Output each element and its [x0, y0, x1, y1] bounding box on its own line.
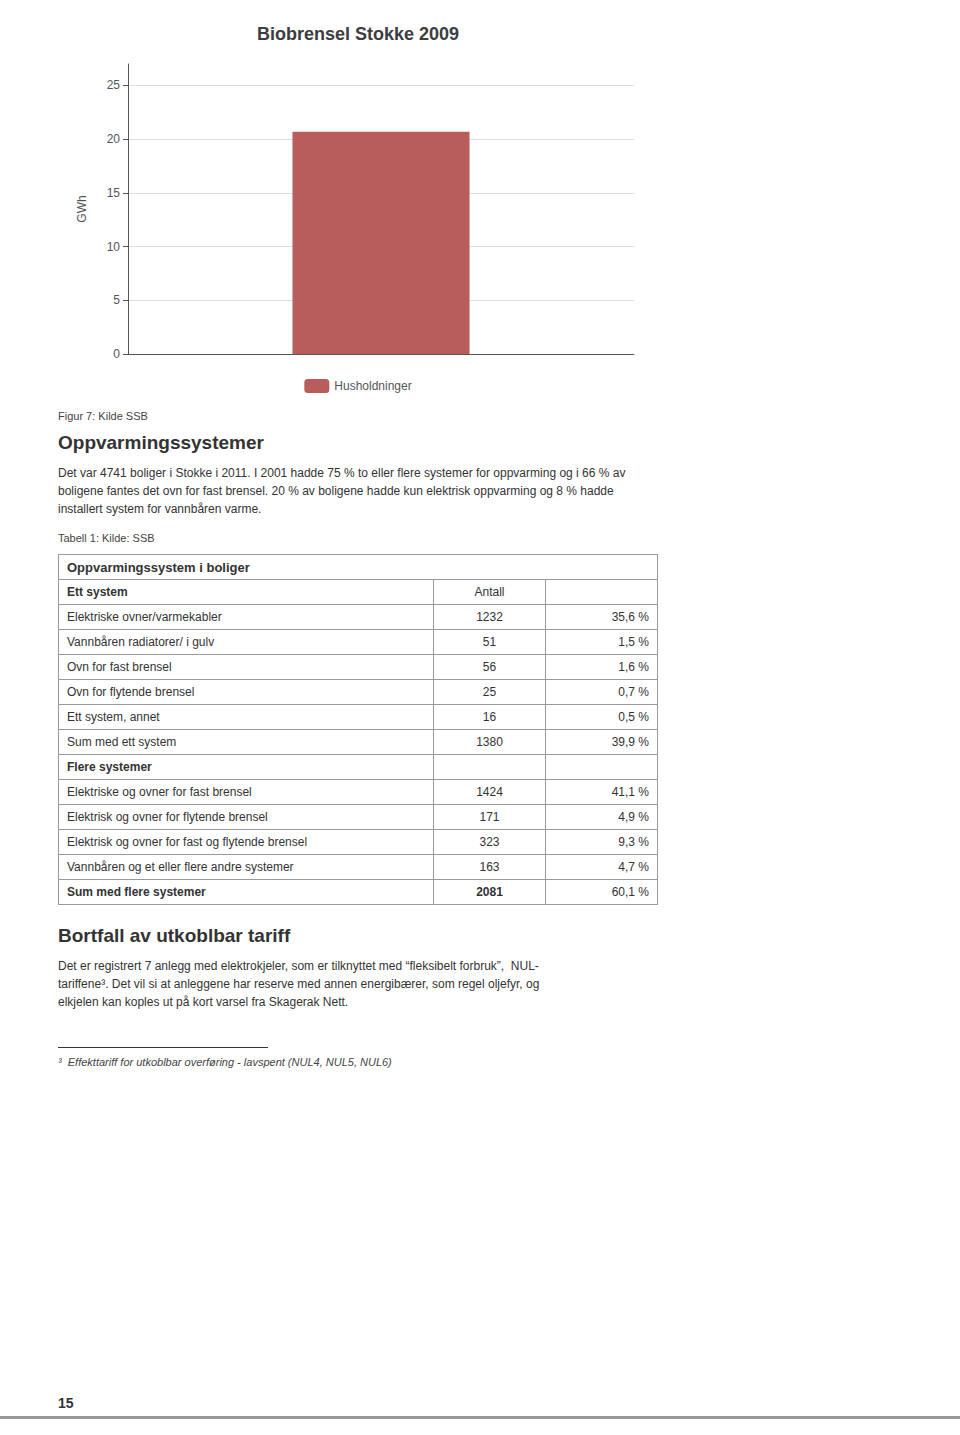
- svg-text:5: 5: [113, 293, 120, 307]
- svg-text:10: 10: [107, 240, 121, 254]
- html-text:Vannbåren radiatorer/ i gulv: Vannbåren radiatorer/ i gulv: [67, 635, 215, 649]
- html-text:boligene fantes det ovn for fa: boligene fantes det ovn for fast brensel…: [58, 484, 614, 498]
- html-text:1,6 %: 1,6 %: [618, 660, 649, 674]
- svg-text:Husholdninger: Husholdninger: [334, 379, 411, 393]
- html-text:Oppvarmingssystem i boliger: Oppvarmingssystem i boliger: [67, 559, 250, 575]
- html-text:Ett system: Ett system: [67, 585, 128, 599]
- html-text:60,1 %: 60,1 %: [611, 885, 649, 899]
- html-text:1232: 1232: [476, 610, 503, 624]
- html-text:4,7 %: 4,7 %: [618, 860, 649, 874]
- html-text:1424: 1424: [476, 785, 503, 799]
- html-text:Vannbåren og et eller flere an: Vannbåren og et eller flere andre system…: [67, 860, 294, 874]
- html-text:171: 171: [479, 810, 500, 824]
- html-text:39,9 %: 39,9 %: [611, 735, 649, 749]
- html-text:2081: 2081: [476, 885, 503, 899]
- html-text:Flere systemer: Flere systemer: [67, 760, 152, 774]
- svg-text:20: 20: [107, 132, 121, 146]
- html-text:Figur 7: Kilde SSB: Figur 7: Kilde SSB: [58, 410, 148, 422]
- html-text:Ovn for fast brensel: Ovn for fast brensel: [67, 660, 172, 674]
- html-text:16: 16: [482, 710, 497, 724]
- html-text:Sum med ett system: Sum med ett system: [67, 735, 177, 749]
- html-text:1,5 %: 1,5 %: [618, 635, 649, 649]
- html-text:Det er registrert 7 anlegg med: Det er registrert 7 anlegg med elektrokj…: [58, 959, 539, 973]
- html-text:51: 51: [482, 635, 497, 649]
- html-text:installert system for vannbåre: installert system for vannbåren varme.: [58, 502, 262, 516]
- html-text:0,5 %: 0,5 %: [618, 710, 649, 724]
- html-text:Ett system, annet: Ett system, annet: [67, 710, 160, 724]
- html-text:0,7 %: 0,7 %: [618, 685, 649, 699]
- html-text:tariffene³. Det vil si at anle: tariffene³. Det vil si at anleggene har …: [58, 977, 540, 991]
- html-text:41,1 %: 41,1 %: [611, 785, 649, 799]
- html-text:Antall: Antall: [474, 585, 505, 599]
- html-text:Elektriske ovner/varmekabler: Elektriske ovner/varmekabler: [67, 610, 222, 624]
- html-text:Tabell 1: Kilde: SSB: Tabell 1: Kilde: SSB: [58, 532, 155, 544]
- html-text:Elektriske og ovner for fast b: Elektriske og ovner for fast brensel: [67, 785, 252, 799]
- html-text:25: 25: [482, 685, 497, 699]
- html-text:Bortfall av utkoblbar tariff: Bortfall av utkoblbar tariff: [58, 925, 291, 946]
- svg-text:15: 15: [107, 186, 121, 200]
- svg-text:0: 0: [113, 347, 120, 361]
- html-text:9,3 %: 9,3 %: [618, 835, 649, 849]
- html-text:4,9 %: 4,9 %: [618, 810, 649, 824]
- html-text:Sum med flere systemer: Sum med flere systemer: [67, 885, 206, 899]
- svg-text:Biobrensel Stokke 2009: Biobrensel Stokke 2009: [257, 24, 459, 44]
- html-text:Elektrisk og ovner for fast og: Elektrisk og ovner for fast og flytende …: [67, 835, 308, 849]
- html-text:³ Effekttariff for utkoblbar o: ³ Effekttariff for utkoblbar overføring …: [58, 1056, 392, 1068]
- html-text:15: 15: [58, 1395, 74, 1411]
- html-text:163: 163: [479, 860, 500, 874]
- html-text:Det var 4741 boliger i Stokke: Det var 4741 boliger i Stokke i 2011. I …: [58, 466, 626, 480]
- html-text:elkjelen kan koples ut på kort: elkjelen kan koples ut på kort varsel fr…: [58, 995, 349, 1009]
- html-text:56: 56: [482, 660, 497, 674]
- svg-text:GWh: GWh: [75, 195, 89, 222]
- html-text:Oppvarmingssystemer: Oppvarmingssystemer: [58, 432, 264, 453]
- html-text:Elektrisk og ovner for flytend: Elektrisk og ovner for flytende brensel: [67, 810, 268, 824]
- html-text:Ovn for flytende brensel: Ovn for flytende brensel: [67, 685, 195, 699]
- svg-text:25: 25: [107, 78, 121, 92]
- html-text:35,6 %: 35,6 %: [611, 610, 649, 624]
- html-text:323: 323: [479, 835, 500, 849]
- html-text:1380: 1380: [476, 735, 503, 749]
